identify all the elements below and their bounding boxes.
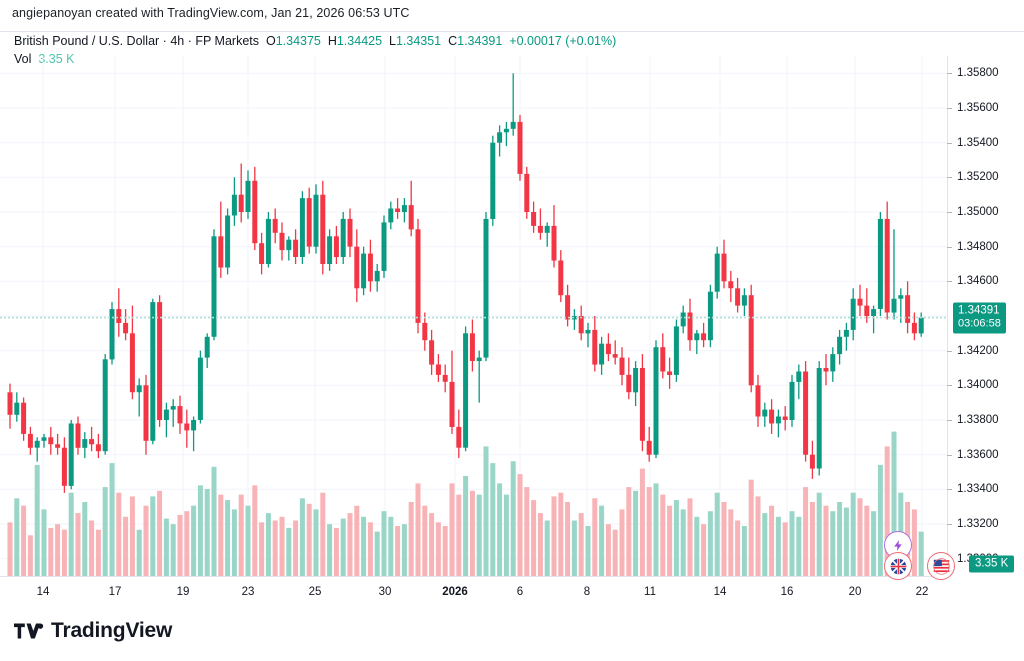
- price-axis[interactable]: 1.35800 1.35600 1.35400 1.35200 1.35000 1.348…: [947, 56, 1024, 576]
- price-axis-tick-mark: [947, 385, 952, 387]
- legend-volume-key: Vol: [14, 52, 32, 66]
- usd-flag-icon[interactable]: [927, 552, 955, 580]
- time-axis-tick: 11: [644, 586, 656, 598]
- tradingview-wordmark: TradingView: [51, 619, 173, 642]
- candlestick-svg: [0, 56, 947, 576]
- time-axis-tick: 22: [915, 586, 929, 598]
- price-axis-tick: 1.34200: [957, 344, 999, 357]
- price-axis-tick-mark: [947, 142, 952, 144]
- time-axis-tick: 14: [713, 586, 727, 598]
- time-axis-tick: 8: [583, 586, 591, 598]
- volume-badge: 3.35 K: [969, 555, 1015, 573]
- legend-volume-value: 3.35 K: [38, 52, 75, 66]
- chart-plot-area[interactable]: [0, 56, 947, 576]
- price-axis-tick-mark: [947, 350, 952, 352]
- price-axis-tick: 1.34600: [957, 275, 999, 288]
- legend-low-value: 1.34351: [395, 34, 442, 48]
- tradingview-logo[interactable]: TradingView: [14, 620, 172, 641]
- price-axis-tick-mark: [947, 281, 952, 283]
- price-axis-tick: 1.35200: [957, 171, 999, 184]
- legend-open-key: O: [265, 34, 276, 48]
- legend-close-value: 1.34391: [457, 34, 503, 48]
- time-axis[interactable]: 14 17 19 23 25 30 2026 6 8 11 14 16 20 22: [0, 576, 947, 608]
- price-axis-tick-mark: [947, 489, 952, 491]
- price-axis-tick: 1.35800: [957, 67, 999, 80]
- bar-countdown: 03:06:58: [958, 317, 1001, 330]
- price-axis-tick-mark: [947, 246, 952, 248]
- legend-interval[interactable]: 4h: [170, 34, 185, 48]
- price-axis-tick: 1.34000: [957, 379, 999, 392]
- legend-sep-2: ·: [184, 34, 196, 48]
- time-axis-tick: 17: [108, 586, 122, 598]
- current-price-badge: 1.34391 03:06:58: [953, 302, 1006, 334]
- time-axis-tick: 6: [516, 586, 524, 598]
- time-axis-tick: 16: [780, 586, 794, 598]
- price-axis-tick-mark: [947, 420, 952, 421]
- price-axis-tick-mark: [947, 212, 952, 213]
- time-axis-tick: 19: [176, 586, 190, 598]
- legend-high-value: 1.34425: [336, 34, 383, 48]
- legend-close-key: C: [448, 34, 458, 48]
- time-axis-divider: [0, 576, 947, 577]
- price-axis-tick: 1.35400: [957, 136, 999, 149]
- uk-flag-glyph: [890, 558, 906, 574]
- time-axis-bottom-divider: [0, 31, 1024, 32]
- us-flag-glyph: [932, 557, 950, 575]
- legend-low-key: L: [389, 34, 396, 48]
- time-axis-tick: 2026: [442, 586, 468, 598]
- price-axis-tick-mark: [947, 108, 952, 109]
- attribution-text: angiepanoyan created with TradingView.co…: [12, 6, 410, 20]
- price-axis-tick-mark: [947, 454, 952, 456]
- price-axis-divider: [947, 56, 948, 576]
- time-axis-tick: 14: [36, 586, 50, 598]
- price-axis-tick: 1.33600: [957, 448, 999, 461]
- price-axis-tick: 1.33400: [957, 483, 999, 496]
- price-axis-tick-mark: [947, 524, 952, 525]
- legend-change: +0.00017 (+0.01%): [509, 34, 617, 48]
- time-axis-tick: 30: [378, 586, 392, 598]
- legend-source: FP Markets: [195, 34, 259, 48]
- price-axis-tick: 1.33800: [957, 414, 999, 426]
- chart-legend: British Pound / U.S. Dollar · 4h · FP Ma…: [14, 33, 616, 67]
- time-axis-tick: 23: [241, 586, 255, 598]
- price-axis-tick-mark: [947, 177, 952, 179]
- time-axis-tick: 20: [848, 586, 862, 598]
- legend-sep-1: ·: [159, 34, 171, 48]
- gbp-flag-icon[interactable]: [884, 552, 912, 580]
- current-price-value: 1.34391: [958, 304, 1000, 317]
- time-axis-tick: 25: [308, 586, 322, 598]
- price-axis-tick: 1.34800: [957, 240, 999, 253]
- legend-symbol[interactable]: British Pound / U.S. Dollar: [14, 34, 160, 48]
- legend-open-value: 1.34375: [275, 34, 321, 48]
- price-axis-tick: 1.33200: [957, 518, 999, 530]
- lightning-bolt-glyph: [893, 539, 902, 551]
- price-axis-tick: 1.35600: [957, 102, 999, 114]
- price-axis-tick-mark: [947, 73, 952, 75]
- legend-high-key: H: [327, 34, 337, 48]
- price-axis-tick: 1.35000: [957, 206, 999, 218]
- tradingview-mark-icon: [14, 623, 44, 638]
